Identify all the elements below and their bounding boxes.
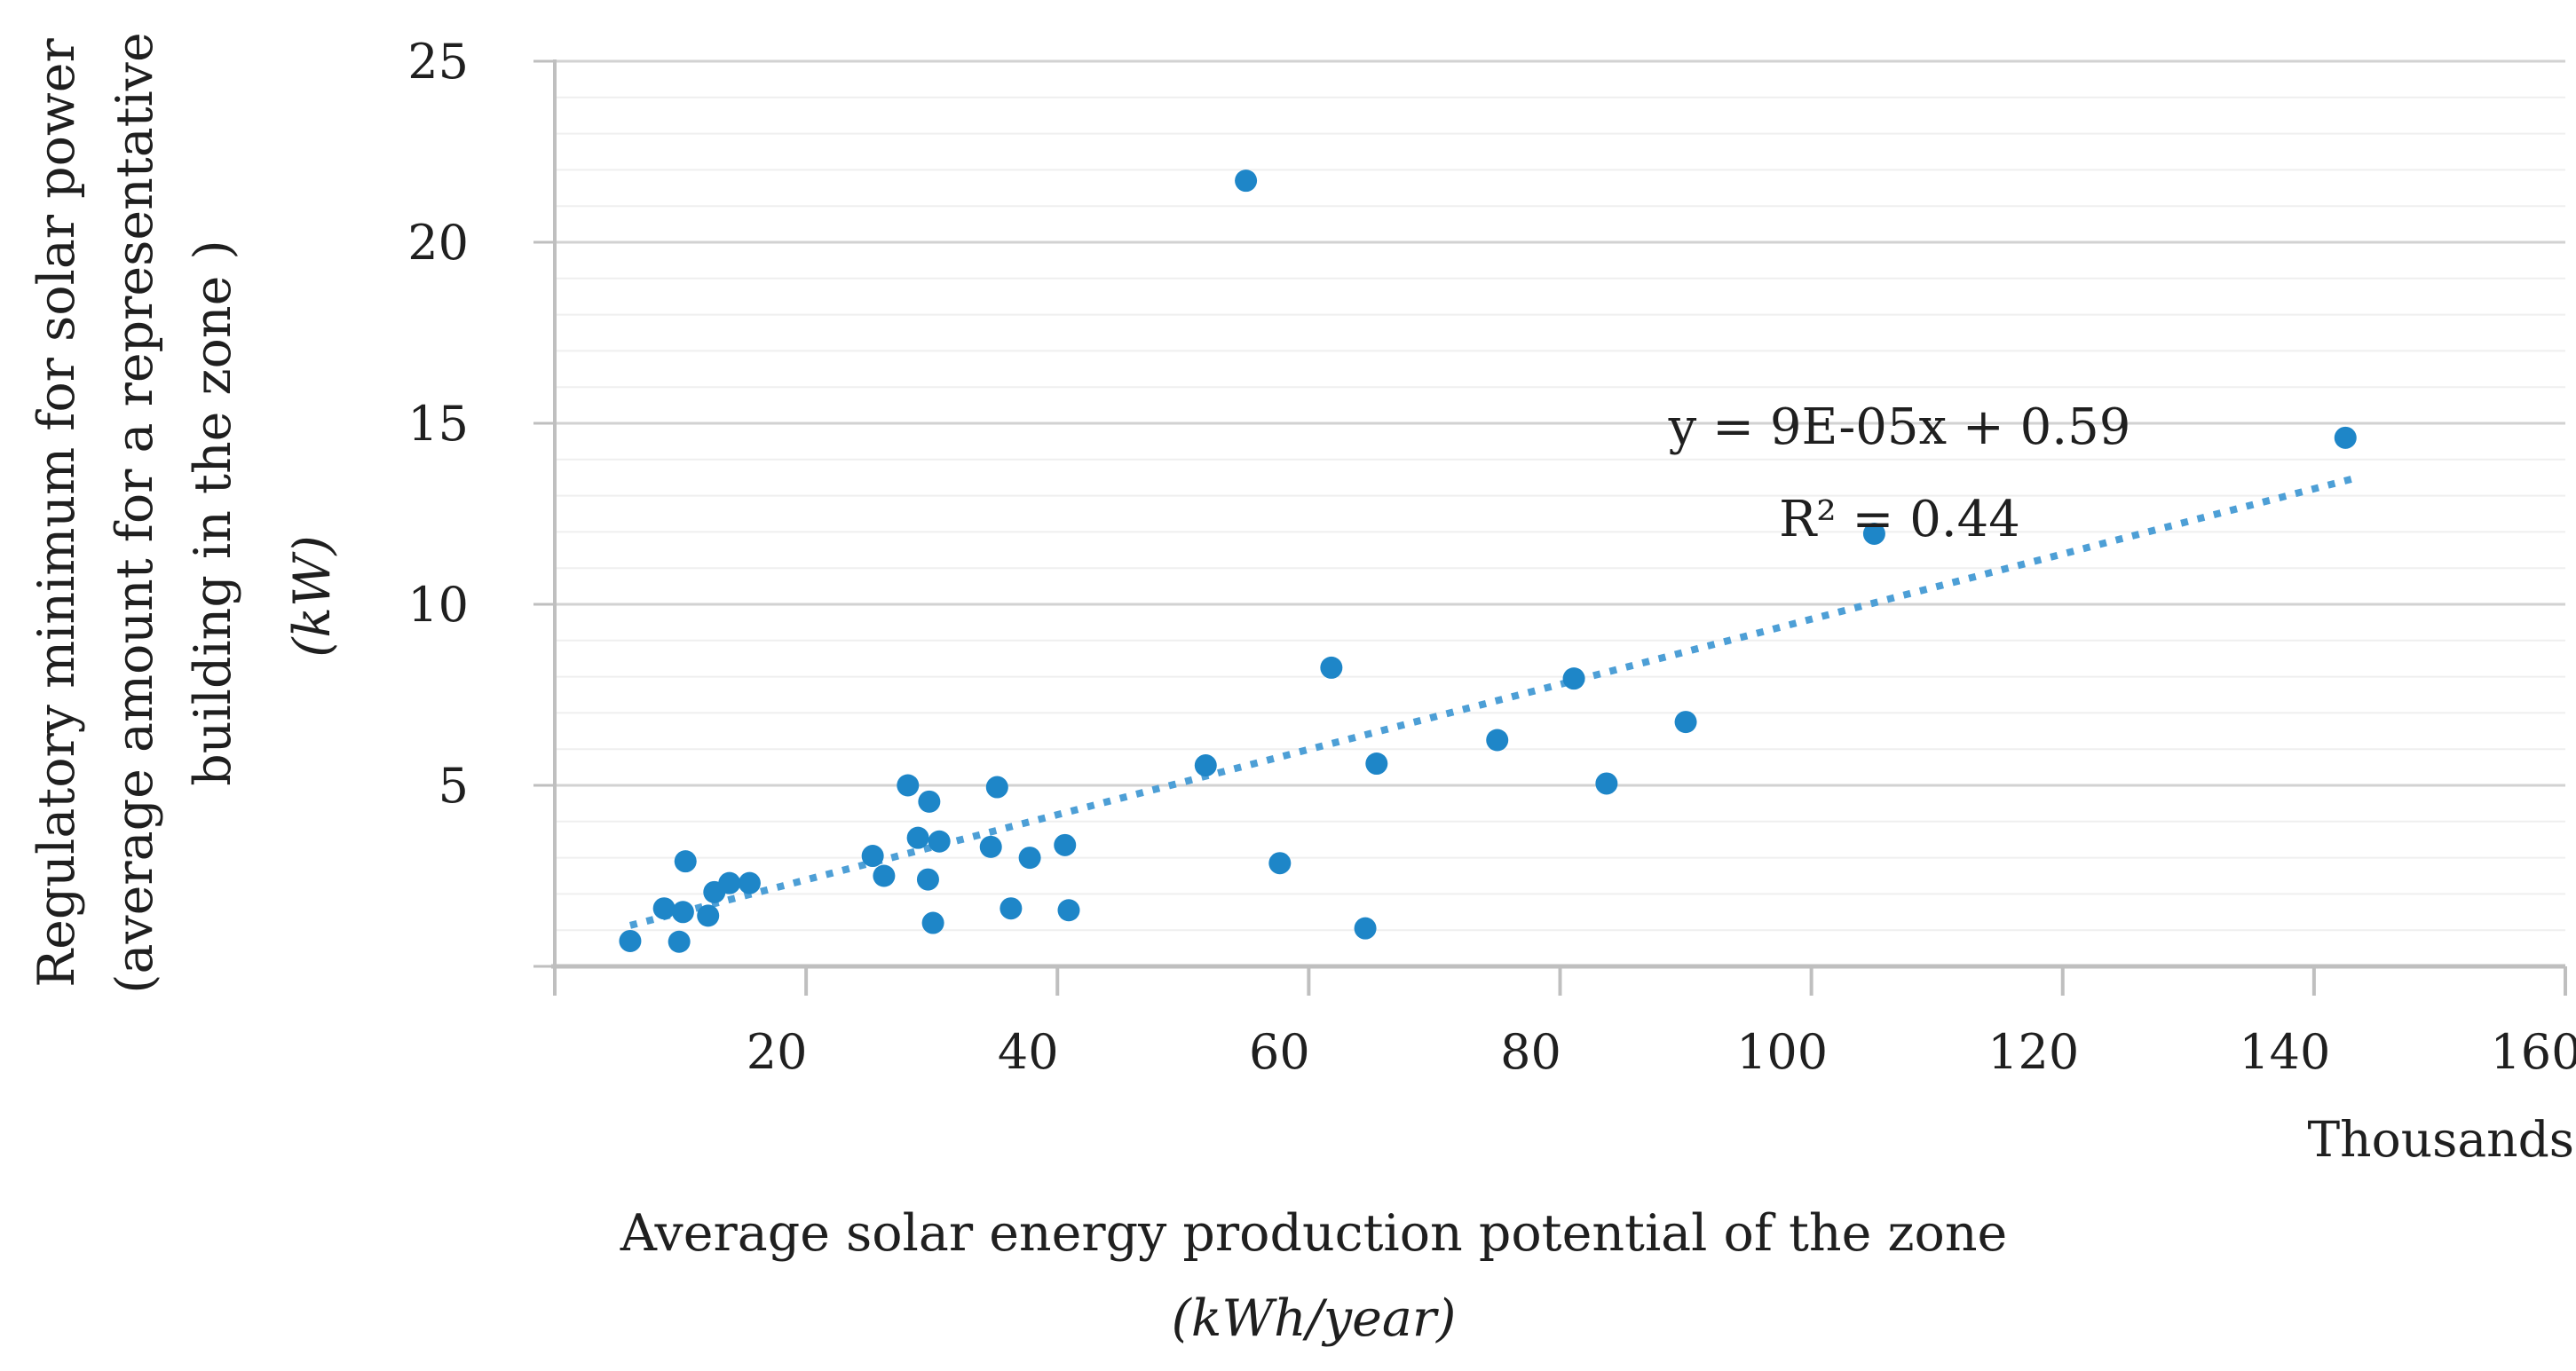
trendline-equation: y = 9E-05x + 0.59 [1668,398,2131,456]
data-point [671,901,694,924]
data-point [619,929,642,952]
data-point [1000,897,1023,920]
x-axis-unit-label: (kWh/year) [1171,1289,1457,1348]
y-axis-title-line3: building in the zone ) [184,240,242,786]
data-point [1018,847,1041,870]
data-point [928,830,951,853]
x-tick-label: 80 [1500,1024,1561,1080]
x-tick-label: 120 [1987,1024,2079,1080]
data-point [1194,754,1217,777]
data-point [1268,852,1292,875]
x-tick-label: 60 [1249,1024,1310,1080]
data-point [906,826,929,849]
data-point [1054,833,1077,856]
data-point [916,868,939,891]
data-point [718,871,741,894]
data-point [1354,917,1377,940]
data-point [1486,729,1509,752]
data-point [918,790,941,813]
data-point [1235,169,1258,193]
data-point [1862,522,1885,545]
data-point [1365,752,1388,776]
x-tick-label: 20 [747,1024,808,1080]
data-point [861,845,884,868]
data-point [738,871,761,894]
data-point [921,911,944,934]
y-tick-label: 10 [407,577,469,633]
data-point [1562,667,1585,690]
trendline-annotation: y = 9E-05x + 0.59 R² = 0.44 [1545,382,2255,566]
data-point [697,904,720,927]
x-tick-label: 100 [1736,1024,1828,1080]
y-tick-label: 15 [407,396,469,452]
data-point [674,850,697,873]
x-tick-label: 160 [2490,1024,2576,1080]
data-point [979,835,1002,858]
data-point [873,864,896,887]
data-point [1320,656,1343,679]
y-tick-label: 5 [439,758,469,814]
y-axis-unit-label: (kW) [283,535,342,658]
y-tick-label: 25 [407,34,469,90]
x-axis-title: Average solar energy production potentia… [293,1191,2335,1361]
x-tick-label: 140 [2239,1024,2330,1080]
data-point [1057,899,1080,922]
x-axis-title-line1: Average solar energy production potentia… [620,1204,2008,1263]
data-point [652,897,676,920]
r-squared-value: R² = 0.44 [1779,491,2020,548]
y-tick-label: 20 [407,215,469,271]
y-axis-title: Regulatory minimum for solar power (aver… [18,32,252,994]
data-point [985,776,1008,799]
y-axis-title-line2: (average amount for a representative [106,32,164,994]
data-point [1595,772,1618,795]
y-axis-title-line1: Regulatory minimum for solar power [28,38,86,988]
x-tick-label: 40 [998,1024,1059,1080]
x-axis-multiplier-label: Thousands [2307,1111,2574,1168]
data-point [2334,426,2357,449]
data-point [897,774,920,797]
data-point [668,930,691,953]
data-point [1674,711,1697,734]
